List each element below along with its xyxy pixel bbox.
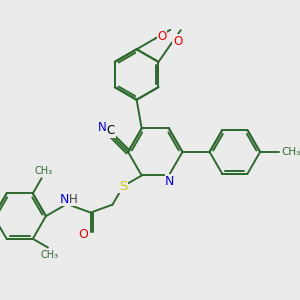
Text: O: O bbox=[157, 30, 167, 43]
Text: O: O bbox=[173, 35, 182, 48]
Text: CH₃: CH₃ bbox=[281, 147, 300, 157]
Text: N: N bbox=[98, 122, 106, 134]
Text: H: H bbox=[69, 193, 78, 206]
Text: S: S bbox=[119, 180, 128, 193]
Text: C: C bbox=[107, 124, 115, 137]
Text: N: N bbox=[59, 193, 69, 206]
Text: N: N bbox=[165, 175, 175, 188]
Text: O: O bbox=[78, 228, 88, 242]
Text: CH₃: CH₃ bbox=[41, 250, 59, 260]
Text: CH₃: CH₃ bbox=[34, 166, 52, 176]
